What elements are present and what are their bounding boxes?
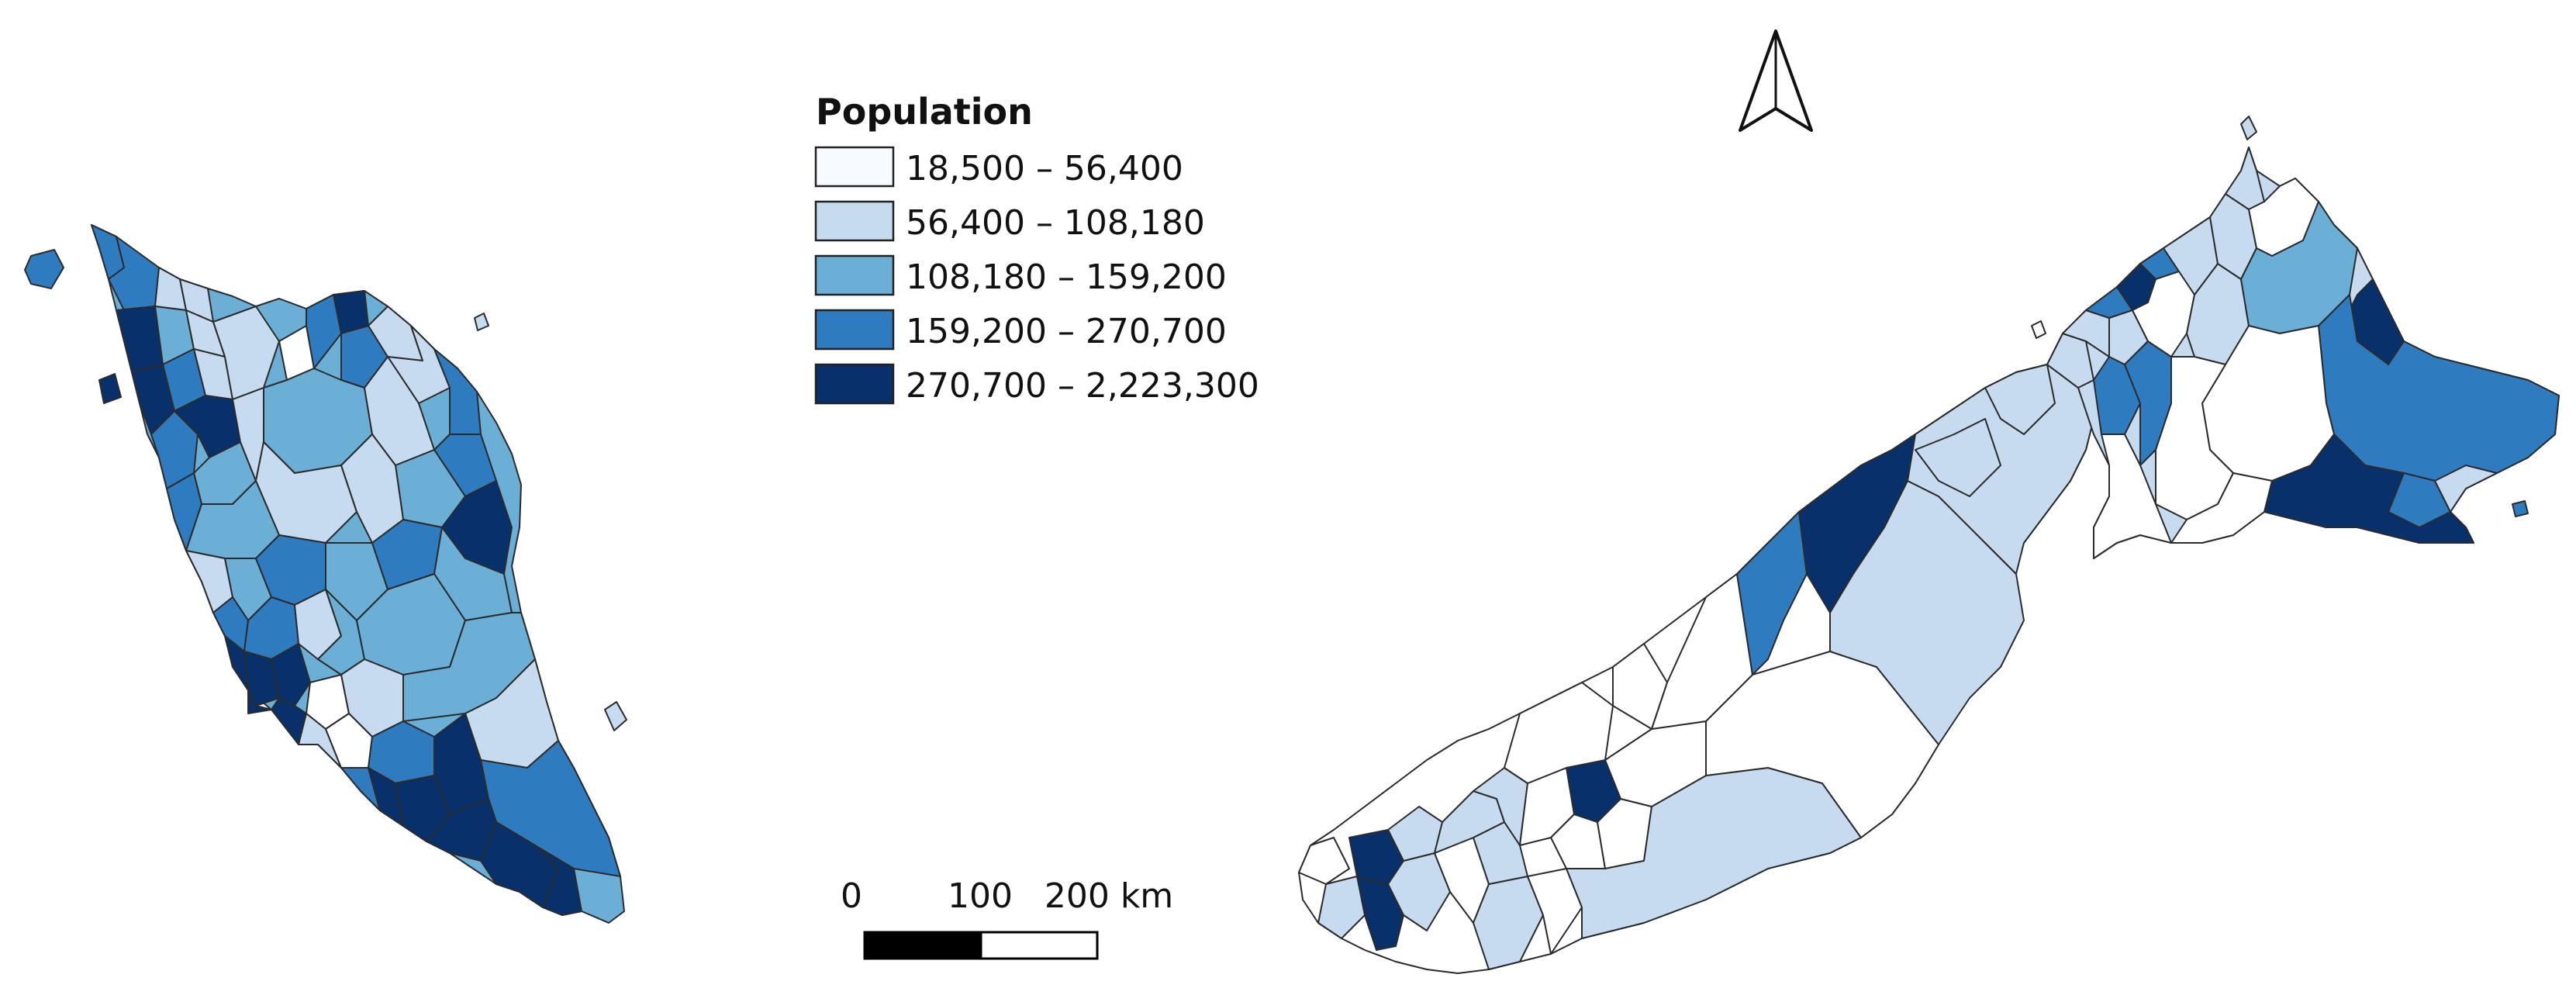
- island-langkawi: [24, 249, 64, 289]
- district-bau: [1317, 876, 1366, 939]
- district-lundu: [1298, 837, 1350, 885]
- legend-label-4: 159,200 – 270,700: [906, 312, 1227, 351]
- legend-swatch-2: [814, 200, 895, 242]
- island-redang: [474, 313, 489, 331]
- district-limbang: [1915, 418, 2001, 497]
- legend-swatch-5: [814, 363, 895, 405]
- district-rompin: [402, 612, 536, 722]
- scale-bar: 0 100 200 km: [841, 876, 1173, 960]
- island-labuan: [2031, 320, 2046, 339]
- district-kunak: [2388, 472, 2451, 528]
- scale-segment-black: [863, 931, 982, 960]
- district-kalabakan: [2093, 434, 2172, 559]
- scale-label-0: 0: [841, 876, 862, 916]
- scale-label-100: 100: [948, 876, 1013, 916]
- peninsular-malaysia: [24, 224, 627, 924]
- district-mukah: [1504, 682, 1614, 784]
- district-bintulu: [1736, 511, 1808, 675]
- district-nabawan: [2155, 356, 2234, 520]
- sabah: [2031, 116, 2560, 559]
- district-kelantan-a: [306, 294, 342, 369]
- island-penang: [98, 373, 122, 404]
- district-belaga: [1705, 651, 1939, 838]
- legend: Population 18,500 – 56,400 56,400 – 108,…: [814, 91, 1259, 406]
- island-tioman: [604, 701, 627, 731]
- district-semporna: [2434, 465, 2498, 513]
- legend-label-1: 18,500 – 56,400: [906, 149, 1183, 188]
- district-beluran: [2240, 201, 2358, 334]
- legend-title: Population: [816, 91, 1033, 133]
- legend-swatch-3: [814, 254, 895, 296]
- legend-label-2: 56,400 – 108,180: [906, 203, 1205, 243]
- district-gombak: [243, 651, 280, 707]
- island-banggi: [2240, 116, 2257, 140]
- district-baram: [1829, 480, 2025, 745]
- legend-label-5: 270,700 – 2,223,300: [906, 366, 1259, 406]
- district-tawau: [2170, 472, 2273, 544]
- legend-swatch-4: [814, 309, 895, 351]
- scale-segment-white: [979, 931, 1099, 960]
- district-sipitang: [2046, 333, 2094, 389]
- district-lawas: [1984, 364, 2056, 435]
- sarawak: [1298, 364, 2094, 974]
- island-east: [2512, 500, 2529, 517]
- legend-label-3: 108,180 – 159,200: [906, 257, 1227, 297]
- district-marudi: [1907, 364, 2094, 575]
- district-kuala-lumpur: [271, 643, 311, 707]
- north-arrow-icon: [1739, 29, 1813, 132]
- legend-swatch-1: [814, 146, 895, 188]
- district-kulai: [534, 845, 582, 916]
- scale-label-200: 200 km: [1045, 876, 1173, 916]
- district-lubok-antu: [1527, 868, 1583, 955]
